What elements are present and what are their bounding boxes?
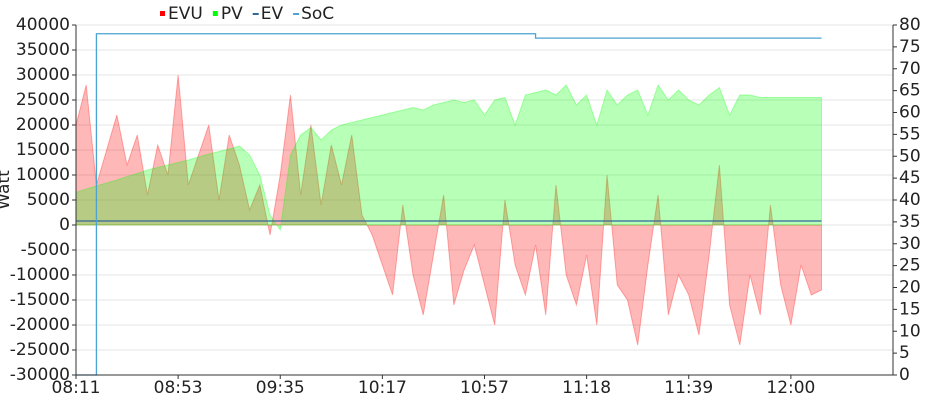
y-tick-label: -15000: [10, 290, 70, 310]
x-tick-label: 10:57: [460, 378, 509, 398]
y-tick-label: 25000: [16, 90, 70, 110]
y-tick-label: 40000: [16, 15, 70, 35]
y-tick-label: 5000: [27, 190, 70, 210]
y-tick-label: 0: [59, 215, 70, 235]
y2-tick-label: 35: [899, 212, 921, 232]
x-tick-label: 11:18: [562, 378, 611, 398]
y2-tick-label: 65: [899, 81, 921, 101]
legend-marker: [160, 11, 165, 16]
y2-tick-label: 70: [899, 59, 921, 79]
y2-tick-label: 5: [899, 343, 910, 363]
y2-tick-label: 80: [899, 15, 921, 35]
y-tick-label: 15000: [16, 140, 70, 160]
y2-tick-label: 25: [899, 256, 921, 276]
legend-label: EVU: [168, 4, 203, 24]
y2-tick-label: 45: [899, 168, 921, 188]
y-tick-label: -5000: [21, 240, 70, 260]
y2-tick-label: 10: [899, 321, 921, 341]
y2-tick-label: 75: [899, 37, 921, 57]
legend-label: EV: [261, 4, 284, 24]
y-tick-label: -25000: [10, 340, 70, 360]
legend-label: PV: [221, 4, 243, 24]
y2-tick-label: 20: [899, 278, 921, 298]
area: [75, 83, 823, 232]
y2-tick-label: 60: [899, 103, 921, 123]
legend-marker: [212, 11, 218, 16]
legend-label: SoC: [301, 4, 334, 24]
x-tick-label: 08:53: [154, 378, 203, 398]
y-tick-label: -10000: [10, 265, 70, 285]
x-tick-label: 12:00: [766, 378, 815, 398]
x-tick-label: 11:39: [664, 378, 713, 398]
y2-tick-label: 0: [899, 365, 910, 385]
y-axis-label: Watt: [0, 170, 14, 210]
y-tick-label: -30000: [10, 365, 70, 385]
line: [76, 33, 822, 376]
y2-tick-label: 50: [899, 146, 921, 166]
x-tick-label: 08:11: [52, 378, 101, 398]
y-tick-label: 10000: [16, 165, 70, 185]
y2-tick-label: 15: [899, 299, 921, 319]
area: [75, 74, 823, 346]
y-tick-label: -20000: [10, 315, 70, 335]
y-tick-label: 30000: [16, 65, 70, 85]
y2-tick-label: 30: [899, 234, 921, 254]
y-tick-label: 35000: [16, 40, 70, 60]
x-tick-label: 09:35: [256, 378, 305, 398]
y2-tick-label: 55: [899, 124, 921, 144]
y2-tick-label: 40: [899, 190, 921, 210]
y-tick-label: 20000: [16, 115, 70, 135]
x-tick-label: 10:17: [358, 378, 407, 398]
